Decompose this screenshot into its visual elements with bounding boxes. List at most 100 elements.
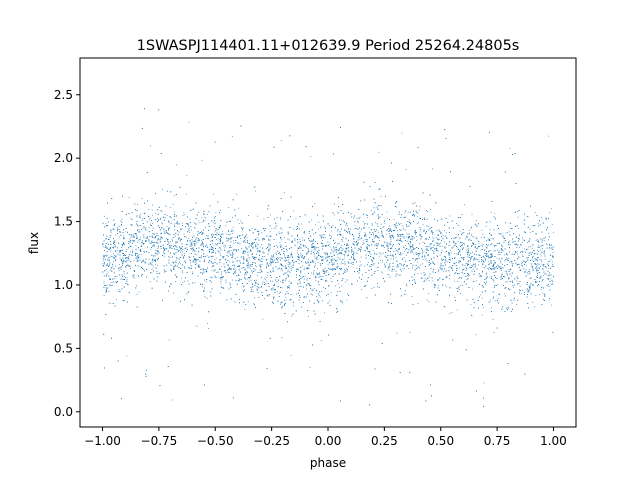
scatter-point [315,279,317,281]
scatter-point [442,278,444,280]
scatter-point [357,242,359,244]
scatter-point [408,236,410,237]
scatter-point [262,283,263,285]
scatter-point [281,239,283,241]
scatter-point [295,217,297,219]
scatter-point [135,258,137,259]
scatter-point [467,264,469,266]
scatter-point [150,224,152,226]
scatter-point [517,210,518,212]
scatter-point [182,282,184,283]
scatter-point [398,222,399,224]
scatter-point [144,212,146,214]
scatter-point [543,239,545,241]
scatter-point [429,264,431,266]
scatter-point [138,275,139,277]
scatter-point [432,261,434,263]
scatter-point [367,262,369,263]
scatter-point [475,280,477,282]
scatter-point [102,246,104,248]
scatter-point [183,212,185,214]
scatter-point [219,226,221,228]
scatter-point [370,254,372,255]
scatter-point [263,282,265,284]
scatter-point [220,236,221,238]
scatter-point [236,250,238,252]
scatter-point [116,275,118,277]
scatter-point [312,294,313,296]
scatter-point [417,303,419,304]
scatter-point [151,209,153,211]
scatter-point [415,211,417,213]
scatter-point [115,251,116,252]
scatter-point [377,205,379,207]
scatter-point [537,267,539,269]
scatter-point [525,275,527,277]
scatter-point [541,280,543,281]
scatter-point [374,222,376,224]
scatter-point [228,207,230,208]
scatter-point [326,257,328,258]
scatter-point [303,269,305,271]
scatter-point [459,267,461,269]
scatter-point [173,292,175,294]
scatter-point [289,256,291,258]
scatter-point [220,281,222,283]
scatter-point [481,261,482,263]
scatter-point [432,280,434,282]
scatter-point [135,265,136,267]
scatter-point [336,230,338,232]
scatter-point [137,240,139,242]
scatter-point [351,283,353,285]
scatter-point [370,265,372,267]
scatter-point [197,220,199,222]
scatter-point [386,217,388,219]
scatter-point [123,235,125,237]
scatter-point [260,266,261,268]
scatter-point [318,302,320,304]
scatter-point [338,283,340,285]
scatter-point [299,245,301,247]
scatter-point [365,238,367,240]
scatter-point [292,210,294,212]
scatter-point [104,215,106,217]
scatter-point [250,249,252,251]
scatter-point [184,214,186,216]
scatter-point [129,251,131,253]
scatter-point [307,260,309,262]
scatter-point [549,278,551,280]
scatter-point [380,260,381,261]
scatter-point [530,231,532,233]
scatter-point [508,278,509,280]
scatter-point [406,233,408,235]
scatter-point [309,285,311,287]
scatter-point [269,239,271,241]
scatter-point [471,252,473,253]
scatter-point [546,218,547,220]
scatter-point [357,242,359,244]
scatter-point [305,252,307,254]
scatter-point [373,207,375,208]
scatter-point [498,298,500,299]
scatter-point [471,256,473,257]
scatter-point [233,253,235,255]
scatter-point [357,222,359,224]
scatter-point [405,249,406,251]
scatter-point [126,249,128,251]
scatter-point [454,296,456,298]
scatter-point [475,224,477,226]
scatter-point [241,222,243,223]
scatter-point [262,318,264,320]
scatter-point [418,253,420,255]
scatter-point [282,265,284,267]
scatter-point [219,259,221,261]
scatter-point [154,252,156,254]
scatter-point [463,232,465,234]
scatter-point [331,249,332,251]
scatter-point [240,220,241,222]
scatter-point [264,256,266,257]
scatter-point [157,238,159,240]
scatter-point [435,237,437,238]
scatter-point [142,235,144,237]
